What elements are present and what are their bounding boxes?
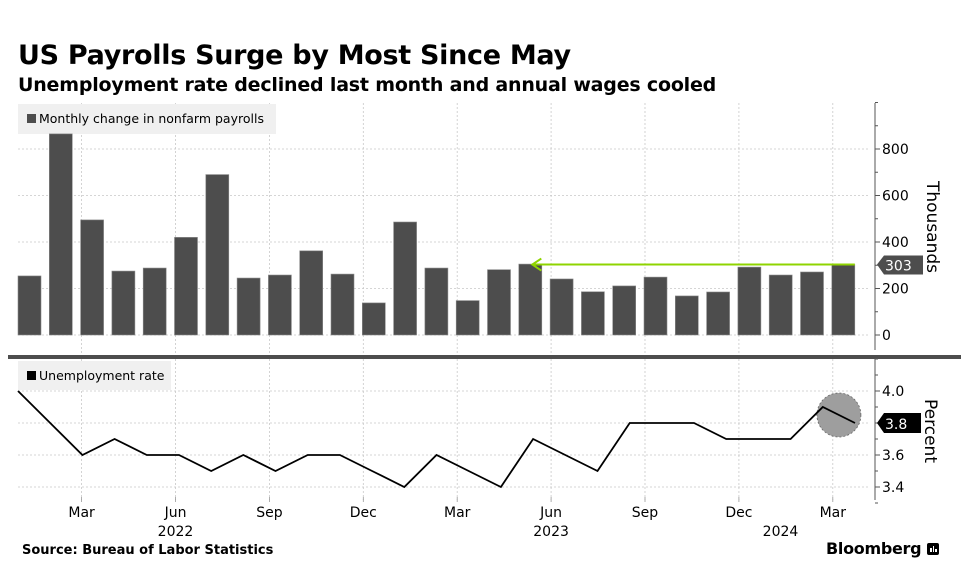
top-legend-background bbox=[18, 104, 276, 134]
payroll-bar bbox=[268, 274, 292, 336]
payroll-bar bbox=[549, 278, 574, 336]
bottom-legend: Unemployment rate bbox=[18, 361, 171, 390]
bottom-last-value-badge: 3.8 bbox=[877, 413, 921, 433]
top-y-tick-label: 800 bbox=[882, 142, 909, 158]
x-month-label: Jun bbox=[164, 505, 187, 521]
bottom-y-tick-label: 3.6 bbox=[882, 448, 904, 464]
x-month-label: Mar bbox=[444, 505, 471, 521]
top-last-value-badge: 303 bbox=[877, 255, 923, 275]
payroll-bar bbox=[768, 274, 793, 336]
brand-name: Bloomberg bbox=[826, 539, 922, 558]
payroll-bar bbox=[361, 302, 386, 336]
top-legend-swatch bbox=[27, 114, 36, 123]
bottom-gridlines bbox=[18, 390, 870, 488]
top-last-value: 303 bbox=[885, 259, 912, 275]
x-axis-labels: Mar Jun Sep Dec Mar Jun Sep Dec Mar 2022 2023 2024 bbox=[68, 497, 846, 540]
bottom-legend-background bbox=[18, 361, 171, 390]
bottom-last-value: 3.8 bbox=[885, 417, 907, 433]
brand-logo: Bloomberg bbox=[826, 539, 940, 558]
payroll-bar bbox=[48, 133, 73, 336]
payroll-bar bbox=[142, 267, 167, 336]
payroll-bar bbox=[612, 285, 637, 336]
payroll-bar bbox=[111, 270, 136, 336]
payroll-bar bbox=[831, 264, 856, 336]
chart-subtitle: Unemployment rate declined last month an… bbox=[18, 74, 717, 96]
bottom-legend-swatch bbox=[27, 371, 36, 380]
top-legend-label: Monthly change in nonfarm payrolls bbox=[39, 111, 264, 126]
highlight-arrow bbox=[530, 257, 855, 272]
payroll-bar bbox=[424, 267, 449, 336]
bottom-legend-label: Unemployment rate bbox=[39, 368, 165, 383]
top-y-ticks: 0 200 400 600 800 bbox=[875, 102, 909, 344]
payroll-bar bbox=[330, 273, 355, 336]
payroll-bar bbox=[674, 295, 699, 336]
payroll-bar bbox=[205, 174, 230, 336]
highlight-arrow-head bbox=[530, 257, 542, 272]
x-month-label: Dec bbox=[350, 505, 377, 521]
bottom-y-tick-label: 3.4 bbox=[882, 480, 904, 496]
chart-title: US Payrolls Surge by Most Since May bbox=[18, 40, 571, 71]
x-month-label: Dec bbox=[725, 505, 752, 521]
x-year-label: 2022 bbox=[158, 524, 194, 540]
panel-separator bbox=[8, 355, 961, 359]
payroll-bar bbox=[236, 277, 261, 336]
payroll-bar bbox=[393, 221, 417, 336]
payroll-bar bbox=[518, 263, 543, 336]
payroll-bar bbox=[800, 271, 824, 336]
bottom-y-axis-title: Percent bbox=[920, 399, 940, 463]
bottom-last-value-shape bbox=[877, 413, 921, 433]
top-y-tick-label: 200 bbox=[882, 282, 909, 298]
top-last-value-shape bbox=[877, 255, 923, 275]
payroll-bar bbox=[455, 300, 480, 336]
top-y-axis-title: Thousands bbox=[922, 180, 942, 273]
payroll-bars bbox=[17, 133, 856, 336]
x-year-label: 2023 bbox=[533, 524, 569, 540]
top-y-tick-label: 400 bbox=[882, 235, 909, 251]
x-month-label: Mar bbox=[820, 505, 847, 521]
source-note: Source: Bureau of Labor Statistics bbox=[22, 543, 274, 558]
unemployment-line bbox=[17, 390, 856, 489]
payroll-bar bbox=[174, 237, 198, 336]
bloomberg-chart-icon bbox=[927, 542, 940, 555]
x-month-label: Mar bbox=[68, 505, 95, 521]
top-y-tick-label: 0 bbox=[882, 328, 891, 344]
payroll-bar bbox=[706, 291, 730, 336]
top-legend: Monthly change in nonfarm payrolls bbox=[18, 104, 276, 134]
bottom-y-tick-label: 4.0 bbox=[882, 384, 904, 400]
x-month-label: Sep bbox=[256, 505, 283, 521]
payroll-bar bbox=[643, 276, 668, 336]
payroll-bar bbox=[737, 266, 762, 336]
payroll-bar bbox=[299, 250, 324, 336]
payroll-bar bbox=[80, 219, 104, 336]
x-month-label: Jun bbox=[539, 505, 562, 521]
payroll-bar bbox=[581, 291, 605, 336]
payroll-bar bbox=[17, 275, 42, 336]
x-month-label: Sep bbox=[632, 505, 659, 521]
x-year-label: 2024 bbox=[763, 524, 799, 540]
top-y-tick-label: 600 bbox=[882, 189, 909, 205]
payroll-bar bbox=[487, 269, 511, 336]
